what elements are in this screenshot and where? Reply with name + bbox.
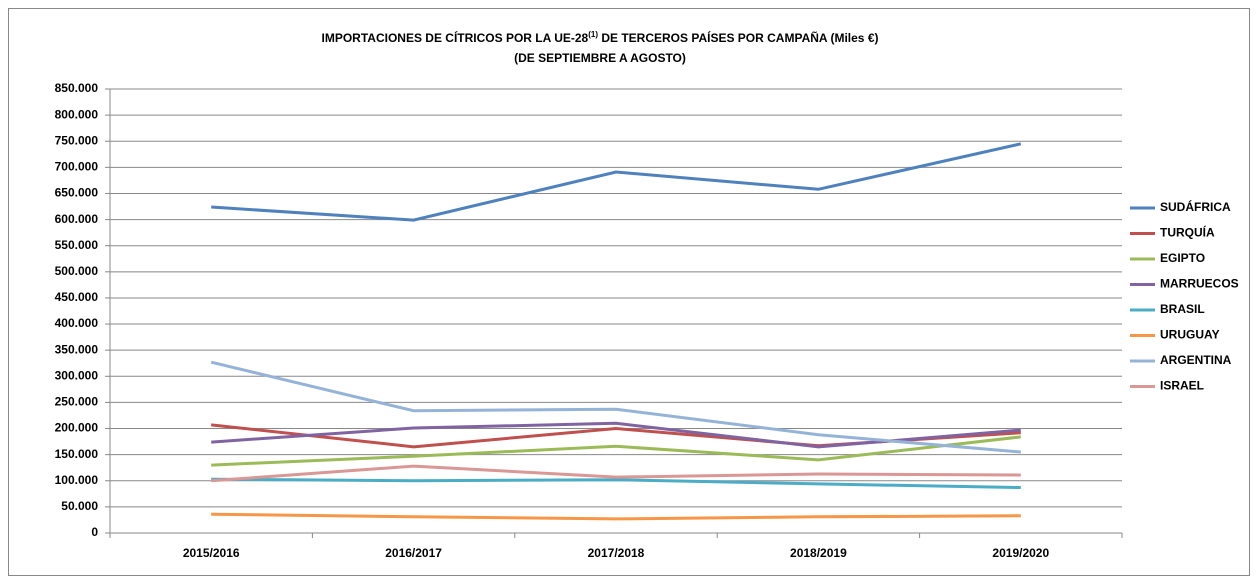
series-line bbox=[211, 477, 1021, 490]
y-tick-label: 600.000 bbox=[55, 212, 99, 226]
series-line bbox=[211, 142, 1022, 222]
y-tick-label: 300.000 bbox=[55, 368, 99, 382]
title-superscript: (1) bbox=[588, 30, 598, 39]
title-part: IMPORTACIONES DE CÍTRICOS POR LA UE-28 bbox=[322, 30, 589, 45]
y-tick-label: 350.000 bbox=[55, 342, 99, 356]
series-line bbox=[210, 360, 1021, 454]
y-tick-label: 450.000 bbox=[55, 290, 99, 304]
y-tick-label: 250.000 bbox=[55, 395, 99, 409]
legend-label: URUGUAY bbox=[1160, 328, 1220, 342]
y-tick-label: 150.000 bbox=[55, 447, 99, 461]
series-line bbox=[211, 464, 1021, 483]
y-tick-label: 200.000 bbox=[55, 421, 99, 435]
legend-label: SUDÁFRICA bbox=[1160, 199, 1231, 214]
y-tick-label: 100.000 bbox=[55, 473, 99, 487]
y-tick-label: 700.000 bbox=[55, 160, 99, 174]
y-tick-label: 800.000 bbox=[55, 107, 99, 121]
y-tick-label: 650.000 bbox=[55, 186, 99, 200]
x-tick-label: 2015/2016 bbox=[183, 546, 240, 560]
chart-subtitle: (DE SEPTIEMBRE A AGOSTO) bbox=[514, 51, 686, 65]
y-tick-label: 550.000 bbox=[55, 238, 99, 252]
y-tick-label: 50.000 bbox=[61, 499, 98, 513]
x-tick-label: 2019/2020 bbox=[992, 546, 1049, 560]
y-tick-label: 400.000 bbox=[55, 316, 99, 330]
x-tick-label: 2018/2019 bbox=[790, 546, 847, 560]
legend-label: TURQUÍA bbox=[1160, 225, 1215, 240]
legend-label: MARRUECOS bbox=[1160, 277, 1239, 291]
title-part: DE TERCEROS PAÍSES POR CAMPAÑA (Miles €) bbox=[598, 30, 878, 45]
y-tick-label: 750.000 bbox=[55, 133, 99, 147]
x-tick-label: 2017/2018 bbox=[588, 546, 645, 560]
chart-border bbox=[8, 8, 1250, 576]
y-tick-label: 500.000 bbox=[55, 264, 99, 278]
series-line bbox=[211, 435, 1021, 467]
series-line bbox=[211, 512, 1021, 521]
x-tick-label: 2016/2017 bbox=[385, 546, 442, 560]
chart-title: IMPORTACIONES DE CÍTRICOS POR LA UE-28(1… bbox=[322, 30, 879, 45]
legend-label: ARGENTINA bbox=[1160, 353, 1232, 367]
legend-label: ISRAEL bbox=[1160, 379, 1204, 393]
y-tick-label: 850.000 bbox=[55, 81, 99, 95]
legend-label: BRASIL bbox=[1160, 302, 1205, 316]
legend-label: EGIPTO bbox=[1160, 251, 1205, 265]
y-tick-label: 0 bbox=[91, 525, 98, 539]
